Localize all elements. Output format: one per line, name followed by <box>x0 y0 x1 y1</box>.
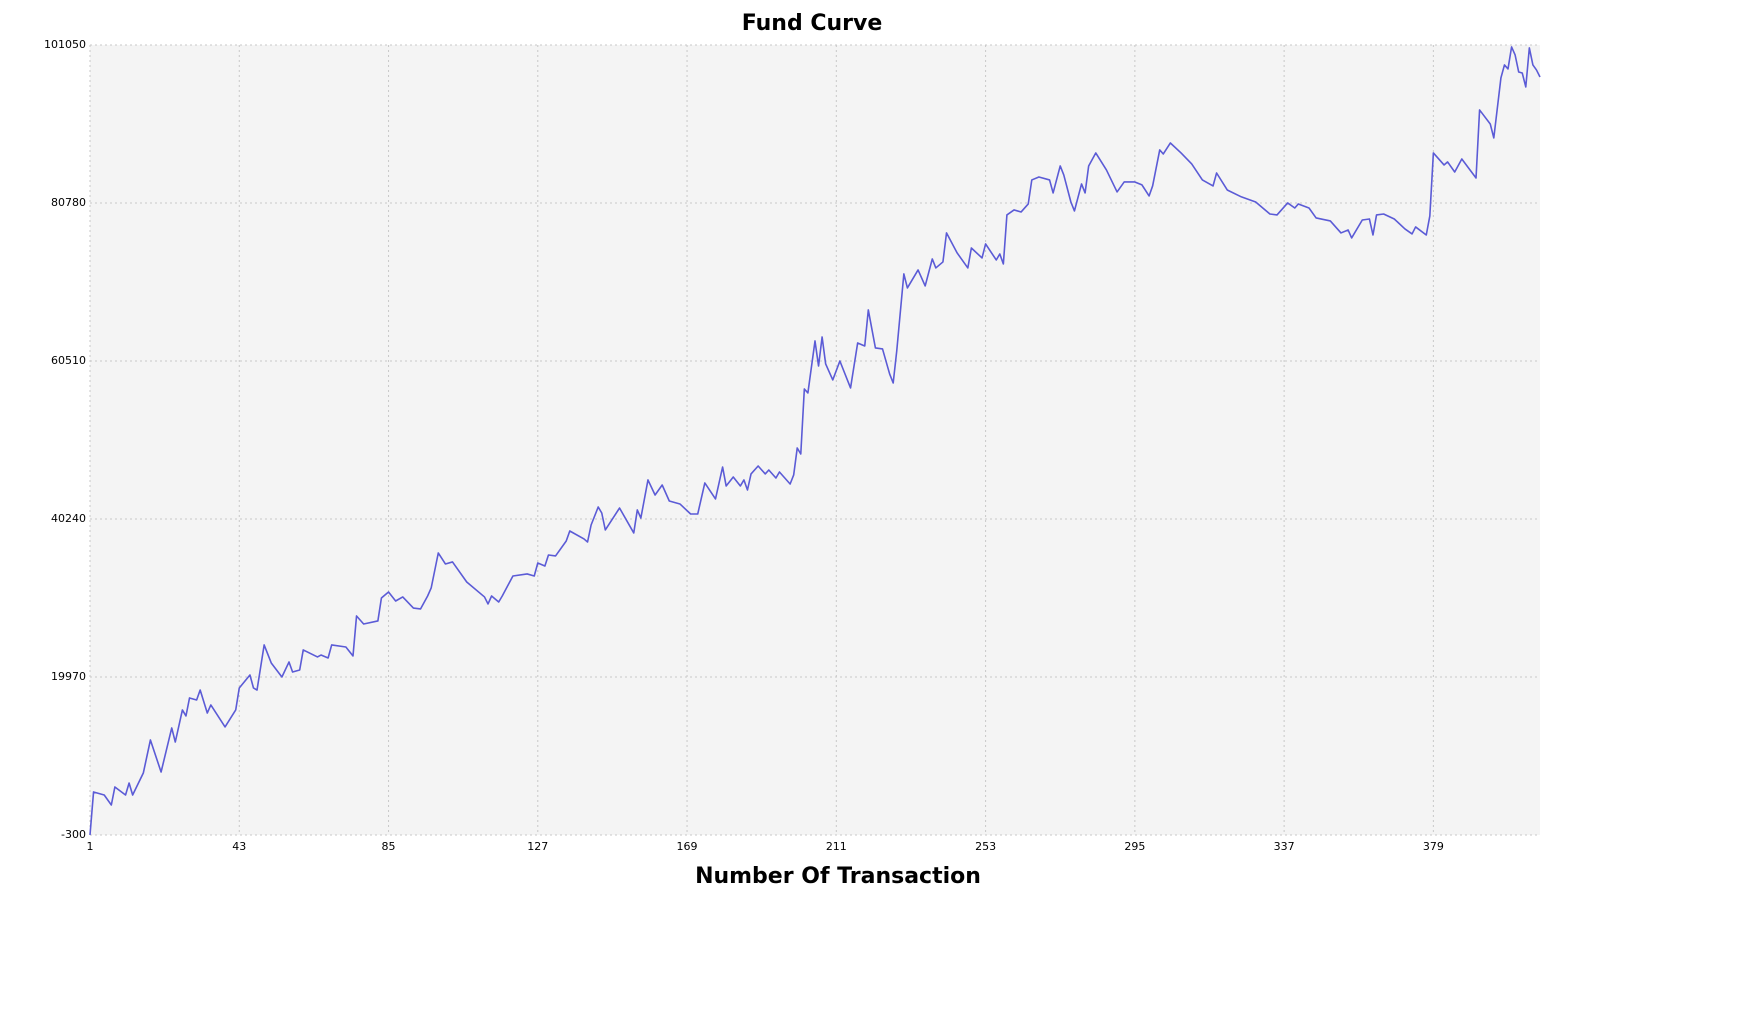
x-tick-label: 295 <box>1124 840 1145 853</box>
x-axis-label: Number Of Transaction <box>695 864 981 889</box>
x-tick-label: 337 <box>1274 840 1295 853</box>
x-tick-label: 211 <box>826 840 847 853</box>
x-tick-label: 169 <box>677 840 698 853</box>
x-tick-label: 1 <box>87 840 94 853</box>
fund-line <box>89 46 1541 836</box>
y-tick-label: 40240 <box>51 512 86 525</box>
x-tick-label: 127 <box>527 840 548 853</box>
x-tick-label: 43 <box>232 840 246 853</box>
x-tick-label: 85 <box>382 840 396 853</box>
x-tick-label: 379 <box>1423 840 1444 853</box>
chart-title: Fund Curve <box>742 11 883 36</box>
y-tick-label: 60510 <box>51 354 86 367</box>
y-tick-label: 19970 <box>51 670 86 683</box>
plot-area <box>90 45 1540 835</box>
x-tick-label: 253 <box>975 840 996 853</box>
y-tick-label: -300 <box>61 828 86 841</box>
y-tick-label: 80780 <box>51 196 86 209</box>
y-tick-label: 101050 <box>44 38 86 51</box>
